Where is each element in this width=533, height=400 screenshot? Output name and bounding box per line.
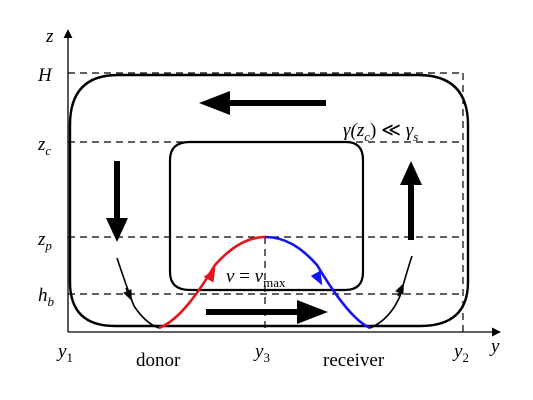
accelerating-branch-arrowhead: [203, 267, 216, 283]
left-streamline-arrowhead: [123, 287, 132, 302]
y3-label: y3: [253, 341, 270, 365]
level-zp-label: zp: [37, 229, 52, 253]
decelerating-branch-arrowhead: [310, 270, 323, 286]
arrow-right-icon: [206, 300, 328, 324]
arrow-up-icon: [400, 161, 422, 240]
gamma-condition-label: γ(zc) ≪ γs: [343, 120, 418, 144]
right-streamline-arrowhead: [395, 282, 404, 297]
arrow-down-icon: [106, 161, 128, 242]
donor-label: donor: [136, 350, 181, 371]
level-hb-label: hb: [38, 285, 55, 309]
level-H-label: H: [37, 65, 53, 86]
decelerating-branch-curve: [264, 235, 371, 330]
z-axis-label: z: [45, 26, 54, 47]
level-zc-label: zc: [37, 134, 51, 158]
y-axis-label: y: [489, 336, 500, 357]
left-descending-streamline: [116, 257, 160, 329]
outer-cell-loop: [68, 73, 470, 328]
receiver-label: receiver: [323, 350, 385, 371]
inner-cell-loop: [168, 140, 365, 292]
y2-label: y2: [452, 341, 469, 365]
right-ascending-streamline: [369, 255, 413, 329]
accelerating-branch-curve: [158, 235, 266, 330]
y1-label: y1: [56, 341, 73, 365]
arrow-left-icon: [199, 91, 326, 115]
velocity-max-label: v = vmax: [226, 266, 286, 290]
